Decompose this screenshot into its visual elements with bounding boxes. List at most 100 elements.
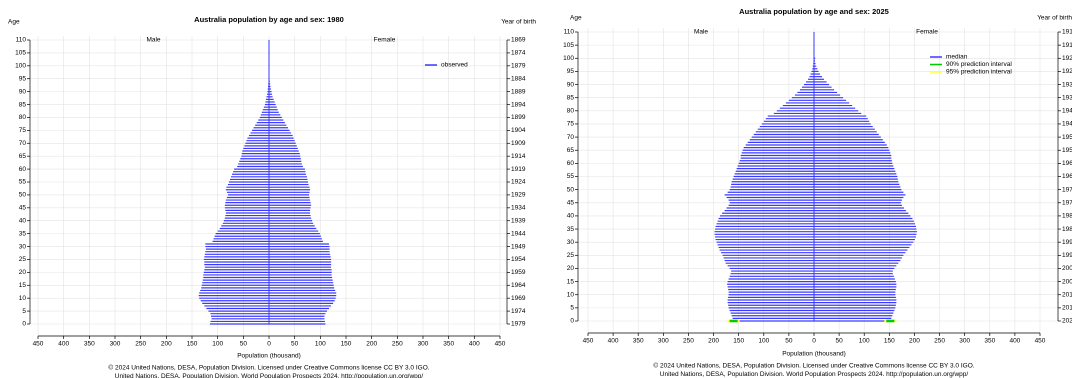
y-tick-label: 40 [19,217,27,224]
y-tick-label: 45 [567,199,575,206]
x-tick-label: 100 [212,341,223,348]
x-tick-label: 0 [812,338,816,345]
y-tick-label: 105 [563,42,574,49]
y-tick-label: 80 [19,114,27,121]
y-tick-label: 85 [19,101,27,108]
y-tick-label: 40 [567,213,575,220]
y2-tick-label: 1939 [511,217,526,224]
y-tick-label: 0 [22,321,26,328]
y-tick-label: 20 [567,265,575,272]
y2-axis-label: Year of birth [501,19,536,26]
y-tick-label: 85 [567,94,575,101]
x-tick-label: 250 [683,338,694,345]
y2-tick-label: 1879 [511,63,526,70]
x-tick-label: 350 [443,341,454,348]
y-tick-label: 75 [19,127,27,134]
x-tick-label: 450 [583,338,594,345]
y2-tick-label: 1979 [511,321,526,328]
y-tick-label: 35 [19,230,27,237]
y-tick-label: 30 [19,243,27,250]
x-tick-label: 400 [469,341,480,348]
y2-tick-label: 1944 [1062,108,1072,115]
x-tick-label: 150 [733,338,744,345]
y2-tick-label: 1934 [1062,81,1072,88]
y-tick-label: 65 [19,153,27,160]
y2-tick-label: 1999 [1062,252,1072,259]
x-tick-label: 250 [392,341,403,348]
female-label: Female [916,29,938,36]
y-tick-label: 5 [570,305,574,312]
female-label: Female [374,37,396,44]
x-tick-label: 200 [366,341,377,348]
y2-tick-label: 1954 [1062,134,1072,141]
x-tick-label: 50 [835,338,843,345]
y-tick-label: 100 [563,55,574,62]
y-tick-label: 95 [19,75,27,82]
chart-title: Australia population by age and sex: 198… [194,15,344,24]
y2-tick-label: 1984 [1062,213,1072,220]
source-note: © 2024 United Nations, DESA, Population … [108,364,429,372]
male-label: Male [146,37,160,44]
x-tick-label: 100 [315,341,326,348]
y2-tick-label: 1899 [511,114,526,121]
y-tick-label: 15 [567,278,575,285]
y-tick-label: 65 [567,147,575,154]
x-tick-label: 100 [859,338,870,345]
y2-tick-label: 1894 [511,101,526,108]
y-tick-label: 90 [567,81,575,88]
x-tick-label: 50 [240,341,248,348]
x-tick-label: 200 [909,338,920,345]
y-tick-label: 5 [22,308,26,315]
x-tick-label: 350 [984,338,995,345]
y-tick-label: 60 [567,160,575,167]
y2-tick-label: 1944 [511,230,526,237]
y-tick-label: 55 [19,179,27,186]
x-tick-label: 300 [418,341,429,348]
x-tick-label: 250 [934,338,945,345]
x-tick-label: 450 [495,341,506,348]
x-tick-label: 100 [758,338,769,345]
y-tick-label: 55 [567,173,575,180]
male-label: Male [694,29,708,36]
x-tick-label: 150 [884,338,895,345]
y2-tick-label: 1969 [511,295,526,302]
legend-label: median [946,54,968,61]
y2-tick-label: 1874 [511,50,526,57]
x-tick-label: 350 [84,341,95,348]
y2-tick-label: 1884 [511,75,526,82]
x-tick-label: 200 [708,338,719,345]
x-tick-label: 300 [110,341,121,348]
x-tick-label: 400 [58,341,69,348]
legend-label: observed [441,62,468,69]
y-tick-label: 110 [564,29,575,36]
y2-tick-label: 1989 [1062,226,1072,233]
y2-tick-label: 1959 [1062,147,1072,154]
source-note: United Nations, DESA, Population Divisio… [115,373,424,378]
x-tick-label: 200 [161,341,172,348]
y2-tick-label: 1869 [511,37,526,44]
y-tick-label: 75 [567,121,575,128]
legend-label: 90% prediction interval [946,61,1012,68]
x-tick-label: 350 [633,338,644,345]
y-tick-label: 80 [567,108,575,115]
y-tick-label: 95 [567,68,575,75]
y-tick-label: 70 [567,134,575,141]
y-tick-label: 45 [19,205,27,212]
y2-tick-label: 1964 [1062,160,1072,167]
y2-tick-label: 1934 [511,205,526,212]
y2-tick-label: 2014 [1062,291,1072,298]
x-tick-label: 450 [1035,338,1046,345]
y2-tick-label: 1974 [1062,186,1072,193]
y2-tick-label: 1929 [1062,68,1072,75]
y2-tick-label: 2009 [1062,278,1072,285]
y-tick-label: 90 [19,88,27,95]
y-tick-label: 35 [567,226,575,233]
y-tick-label: 25 [19,256,27,263]
y2-tick-label: 1904 [511,127,526,134]
y2-tick-label: 1914 [1062,29,1072,36]
y-tick-label: 10 [567,291,575,298]
x-tick-label: 50 [785,338,793,345]
x-tick-label: 0 [267,341,271,348]
